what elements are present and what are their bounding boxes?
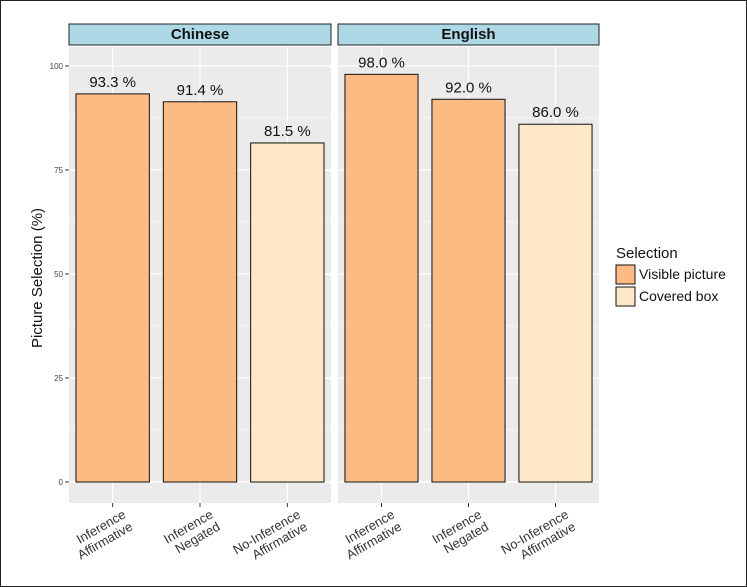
bar-english-2 xyxy=(518,123,593,483)
legend-key xyxy=(615,264,636,285)
legend-label: Covered box xyxy=(639,288,718,304)
data-label: 91.4 % xyxy=(177,82,224,99)
data-label: 92.0 % xyxy=(445,79,492,96)
bar-chinese-1 xyxy=(162,101,238,483)
bar-chinese-0 xyxy=(75,93,150,483)
bar-chinese-2 xyxy=(250,142,325,483)
data-label: 98.0 % xyxy=(358,54,405,71)
y-tick-label: 100 xyxy=(50,62,64,71)
x-tick-label: No-InferenceAffirmative xyxy=(230,507,310,570)
data-label: 86.0 % xyxy=(532,104,579,121)
strip-label: English xyxy=(441,26,495,43)
y-tick-label: 50 xyxy=(54,270,63,279)
legend-title: Selection xyxy=(616,245,678,262)
legend-label: Visible picture xyxy=(639,266,726,282)
strip-chinese xyxy=(68,23,332,46)
panel-chinese: Chinese 93.3 % InferenceAffirmative 91.4 % I… xyxy=(68,23,332,570)
x-tick-label: InferenceAffirmative xyxy=(337,507,404,563)
strip-label: Chinese xyxy=(171,26,229,43)
legend-key xyxy=(615,286,636,307)
legend: Selection Visible picture Covered box xyxy=(615,245,726,307)
panel-english: English 98.0 % InferenceAffirmative 92.0 % I… xyxy=(337,23,600,570)
y-tick-label: 0 xyxy=(59,478,64,487)
y-tick-label: 25 xyxy=(54,374,63,383)
x-tick-label: InferenceNegated xyxy=(430,507,491,559)
bar-english-0 xyxy=(344,73,419,483)
data-label: 93.3 % xyxy=(89,74,136,91)
x-tick-label: InferenceNegated xyxy=(161,507,222,559)
x-tick-label: InferenceAffirmative xyxy=(68,507,135,563)
panels: Chinese 93.3 % InferenceAffirmative 91.4 % I… xyxy=(50,23,600,570)
bar-english-1 xyxy=(431,98,506,483)
strip-english xyxy=(337,23,600,46)
data-label: 81.5 % xyxy=(264,123,311,140)
y-tick-label: 75 xyxy=(54,166,63,175)
y-axis-label: Picture Selection (%) xyxy=(29,208,46,348)
x-tick-label: No-InferenceAffirmative xyxy=(498,507,578,570)
